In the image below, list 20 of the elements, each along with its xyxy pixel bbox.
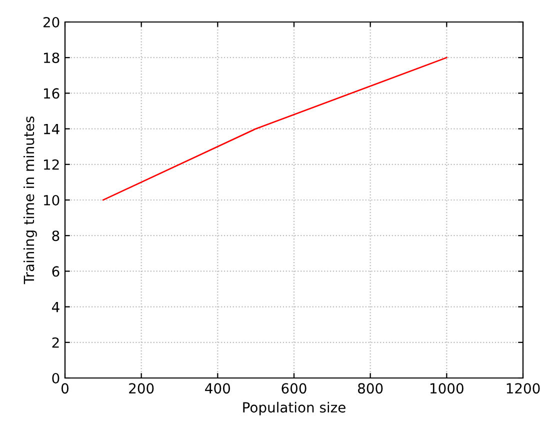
y-tick-label: 16 [44,88,60,99]
x-tick-label: 1200 [506,383,540,394]
x-tick-label: 800 [358,383,383,394]
y-tick-label: 20 [43,16,60,28]
x-tick-label: 1000 [430,383,464,394]
y-tick-label: 18 [44,52,60,64]
x-tick-label: 200 [129,383,154,394]
x-axis-title: Population size [243,402,346,416]
y-tick-label: 2 [52,337,59,348]
y-tick-label: 6 [52,266,60,277]
y-tick-label: 0 [52,372,60,384]
y-tick-label: 14 [44,124,60,134]
y-tick-label: 12 [44,159,59,170]
x-tick-label: 0 [61,383,68,394]
x-tick-label: 600 [282,383,306,394]
y-axis-title: Training time in minutes [23,116,37,284]
y-tick-label: 4 [52,302,60,312]
y-tick-label: 10 [44,194,60,206]
y-tick-label: 8 [52,230,60,242]
x-tick-label: 400 [205,383,230,394]
